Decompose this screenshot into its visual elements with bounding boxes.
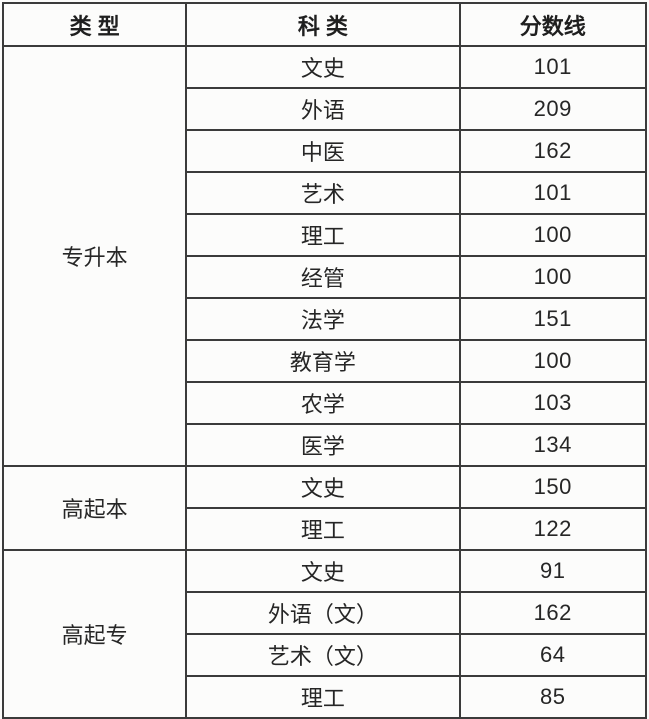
subject-cell: 文史	[186, 46, 459, 88]
score-cell: 134	[460, 424, 646, 466]
score-cell: 85	[460, 676, 646, 718]
score-cell: 100	[460, 256, 646, 298]
subject-cell: 理工	[186, 214, 459, 256]
subject-cell: 农学	[186, 382, 459, 424]
subject-cell: 中医	[186, 130, 459, 172]
score-cell: 151	[460, 298, 646, 340]
table-header: 类 型 科 类 分数线	[3, 3, 646, 46]
header-type: 类 型	[3, 3, 186, 46]
subject-cell: 艺术	[186, 172, 459, 214]
subject-cell: 文史	[186, 550, 459, 592]
score-cell: 122	[460, 508, 646, 550]
subject-cell: 理工	[186, 508, 459, 550]
header-subject: 科 类	[186, 3, 459, 46]
score-cell: 101	[460, 172, 646, 214]
subject-cell: 法学	[186, 298, 459, 340]
score-cell: 103	[460, 382, 646, 424]
subject-cell: 经管	[186, 256, 459, 298]
subject-cell: 医学	[186, 424, 459, 466]
score-cell: 101	[460, 46, 646, 88]
score-cell: 150	[460, 466, 646, 508]
score-cell: 162	[460, 130, 646, 172]
subject-cell: 理工	[186, 676, 459, 718]
subject-cell: 艺术（文）	[186, 634, 459, 676]
subject-cell: 文史	[186, 466, 459, 508]
score-cell: 100	[460, 340, 646, 382]
header-row: 类 型 科 类 分数线	[3, 3, 646, 46]
score-cell: 100	[460, 214, 646, 256]
type-cell: 专升本	[3, 46, 186, 466]
score-cell: 91	[460, 550, 646, 592]
type-cell: 高起本	[3, 466, 186, 550]
subject-cell: 外语	[186, 88, 459, 130]
score-cell: 209	[460, 88, 646, 130]
score-cell: 162	[460, 592, 646, 634]
subject-cell: 外语（文）	[186, 592, 459, 634]
score-cell: 64	[460, 634, 646, 676]
subject-cell: 教育学	[186, 340, 459, 382]
header-score: 分数线	[460, 3, 646, 46]
type-cell: 高起专	[3, 550, 186, 718]
